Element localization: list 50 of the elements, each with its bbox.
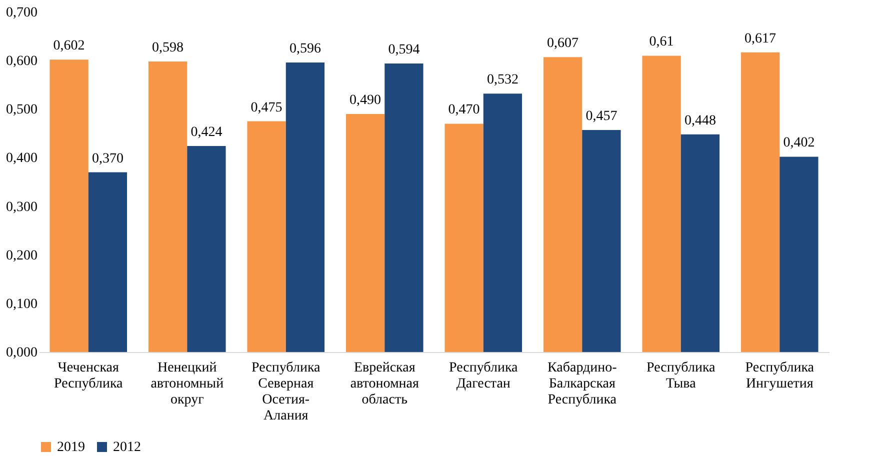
- bar: [642, 56, 681, 352]
- y-tick-label: 0,000: [6, 346, 38, 360]
- y-tick-label: 0,300: [6, 200, 38, 215]
- data-label: 0,490: [350, 93, 382, 108]
- bar: [247, 121, 286, 352]
- data-label: 0,532: [486, 72, 518, 88]
- bar: [680, 134, 720, 352]
- x-tick-label: Республика Дагестан: [449, 360, 519, 392]
- data-label: 0,370: [92, 151, 124, 166]
- y-tick-label: 0,500: [6, 102, 38, 118]
- data-label: 0,457: [586, 109, 618, 124]
- bar: [483, 94, 522, 352]
- data-label: 0,602: [53, 38, 85, 54]
- bar: [286, 62, 325, 352]
- y-tick-label: 0,100: [6, 296, 38, 312]
- x-tick-label: Кабардино-Балкарская Республика: [547, 360, 618, 408]
- data-label: 0,448: [684, 113, 716, 128]
- bar: [543, 57, 582, 352]
- bar: [384, 63, 424, 352]
- data-label: 0,607: [547, 36, 579, 52]
- bar: [740, 52, 780, 352]
- legend-label: 2019: [57, 440, 85, 455]
- bar: [187, 146, 226, 352]
- x-tick-label: Чеченская Республика: [54, 360, 124, 392]
- data-label: 0,594: [388, 42, 420, 58]
- data-label: 0,475: [250, 100, 282, 116]
- x-tick-label: Еврейская автономная область: [350, 360, 420, 408]
- x-tick-label: Республика Северная Осетия-Алания: [252, 360, 322, 424]
- data-label: 0,617: [744, 31, 776, 46]
- x-tick-label: Республика Ингушетия: [745, 360, 815, 392]
- bar: [444, 124, 484, 352]
- data-label: 0,598: [152, 40, 184, 56]
- legend-label: 2012: [113, 440, 141, 455]
- y-tick-label: 0,700: [6, 6, 38, 20]
- data-label: 0,61: [649, 34, 674, 50]
- data-label: 0,596: [289, 42, 321, 57]
- bar: [148, 62, 188, 352]
- y-tick-label: 0,600: [6, 54, 38, 70]
- y-tick-label: 0,400: [6, 151, 38, 166]
- x-tick-label: Республика Тыва: [646, 360, 716, 392]
- data-label: 0,470: [448, 102, 480, 118]
- data-label: 0,402: [783, 136, 815, 151]
- bar: [88, 172, 128, 352]
- y-tick-label: 0,200: [6, 248, 38, 264]
- bar: [582, 130, 621, 352]
- data-label: 0,424: [190, 125, 222, 140]
- bar: [50, 60, 88, 352]
- bar: [346, 114, 385, 352]
- x-tick-label: Ненецкий автономный округ: [150, 360, 224, 408]
- bar: [780, 156, 818, 352]
